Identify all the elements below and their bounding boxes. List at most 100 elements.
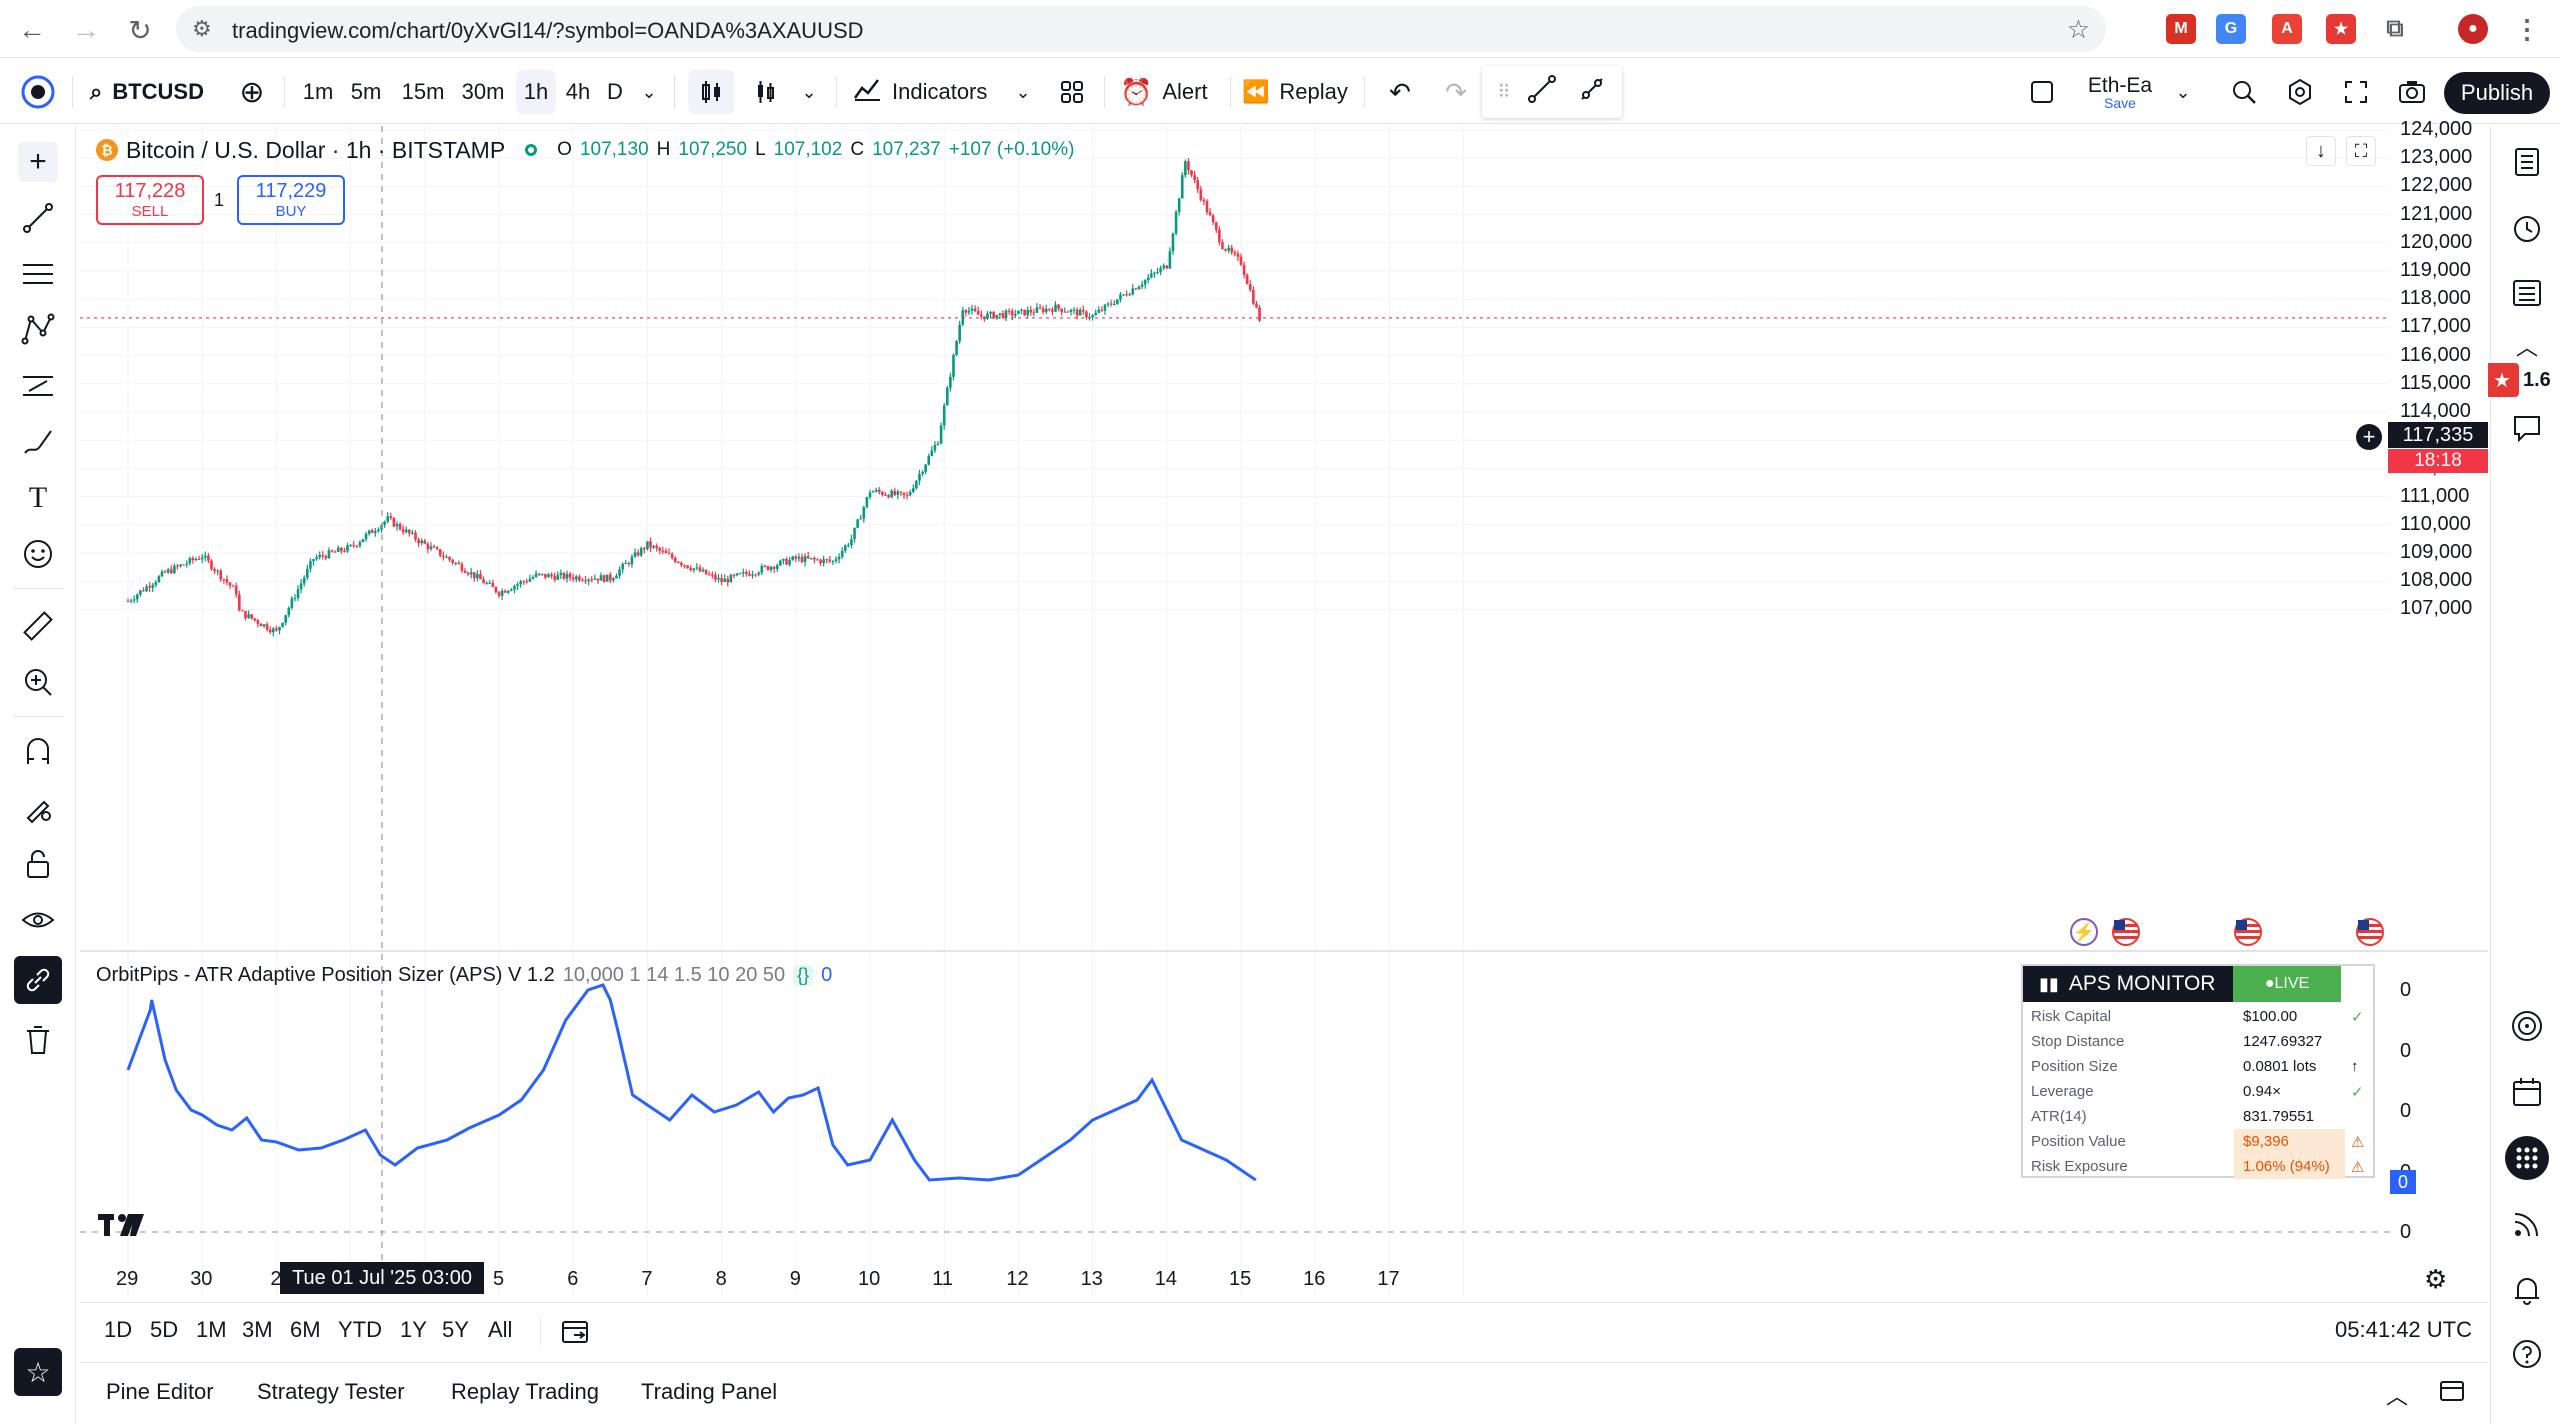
settings-gear-icon[interactable] <box>2282 70 2318 114</box>
timeframe-1h[interactable]: 1h <box>516 70 556 114</box>
chat-bubble-icon[interactable] <box>2507 408 2547 448</box>
timeframe-d[interactable]: D <box>607 79 623 104</box>
undo-icon[interactable]: ↶ <box>1389 76 1411 107</box>
acrobat-extension-icon[interactable]: A <box>2272 14 2302 44</box>
range-1m[interactable]: 1M <box>196 1317 227 1342</box>
range-6m[interactable]: 6M <box>290 1317 321 1342</box>
site-settings-icon[interactable]: ⚙ <box>192 16 212 41</box>
chart-type-chevron-down-icon[interactable]: ⌄ <box>801 81 817 102</box>
watchlist-icon[interactable] <box>2507 142 2547 182</box>
zoom-in-icon[interactable] <box>18 662 58 702</box>
compare-add-icon[interactable]: ⊕ <box>239 75 265 109</box>
target-icon[interactable] <box>2507 1006 2547 1046</box>
collapse-panel-chevron-icon[interactable]: ︿ <box>2386 1384 2409 1409</box>
chart-settings-gear-icon[interactable]: ⚙ <box>2424 1264 2448 1294</box>
ruler-measure-icon[interactable] <box>18 606 58 646</box>
timeframe-15m[interactable]: 15m <box>401 79 445 104</box>
us-flag-event-icon[interactable] <box>2234 918 2262 946</box>
layout-chevron-down-icon[interactable]: ⌄ <box>2175 81 2191 102</box>
range-1y[interactable]: 1Y <box>400 1317 427 1342</box>
layout-name[interactable]: Eth-Ea Save <box>2080 70 2160 114</box>
range-5y[interactable]: 5Y <box>442 1317 469 1342</box>
profile-avatar[interactable]: ● <box>2458 14 2488 44</box>
apps-grid-icon[interactable] <box>2505 1136 2549 1180</box>
templates-grid-icon[interactable] <box>1052 70 1092 114</box>
address-bar[interactable]: ⚙ tradingview.com/chart/0yXvGl14/?symbol… <box>176 6 2106 52</box>
timeframe-5m[interactable]: 5m <box>350 79 382 104</box>
indicators-button[interactable]: Indicators <box>852 70 1032 114</box>
lock-drawings-icon[interactable] <box>18 844 58 884</box>
replay-button[interactable]: ⏪ Replay <box>1242 70 1352 114</box>
crosshair-icon[interactable]: + <box>18 142 58 182</box>
range-3m[interactable]: 3M <box>242 1317 273 1342</box>
maximize-panel-icon[interactable] <box>2438 1379 2466 1409</box>
range-1d[interactable]: 1D <box>104 1317 133 1342</box>
bars-chart-type-icon[interactable] <box>746 70 786 114</box>
reload-icon[interactable]: ↻ <box>128 14 152 46</box>
hide-drawings-eye-icon[interactable] <box>18 900 58 940</box>
order-quantity[interactable]: 1 <box>214 190 225 210</box>
timeframe-chevron-down-icon[interactable]: ⌄ <box>641 81 657 102</box>
tab-trading-panel[interactable]: Trading Panel <box>641 1379 778 1404</box>
alert-button[interactable]: ⏰ Alert <box>1120 70 1220 114</box>
maximize-pane-icon[interactable]: ⛶ <box>2346 136 2376 166</box>
timeframe-30m[interactable]: 30m <box>461 79 505 104</box>
back-icon[interactable]: ← <box>18 14 46 45</box>
publish-button[interactable]: Publish <box>2444 72 2550 114</box>
tab-pine-editor[interactable]: Pine Editor <box>106 1379 214 1404</box>
trend-line-tool-icon[interactable] <box>18 198 58 238</box>
timeframe-4h[interactable]: 4h <box>565 79 591 104</box>
utc-clock[interactable]: 05:41:42 UTC <box>2335 1317 2472 1342</box>
star-extension-icon[interactable]: ★ <box>2326 14 2356 44</box>
browser-menu-icon[interactable]: ⋮ <box>2514 13 2540 44</box>
pattern-tool-icon[interactable] <box>18 310 58 350</box>
link-chain-icon[interactable] <box>14 956 62 1004</box>
text-tool-icon[interactable]: T <box>28 481 48 514</box>
symbol-search[interactable]: ⌕ BTCUSD <box>90 70 220 114</box>
stay-in-drawing-mode-icon[interactable] <box>18 788 58 828</box>
notifications-bell-icon[interactable] <box>2507 1270 2547 1310</box>
indicator-source-code-icon[interactable]: {} <box>793 965 814 986</box>
bookmark-star-icon[interactable]: ☆ <box>2066 14 2090 44</box>
us-flag-event-icon[interactable] <box>2356 918 2384 946</box>
add-alert-plus-icon[interactable]: + <box>2356 424 2382 450</box>
range-all[interactable]: All <box>488 1317 513 1342</box>
chart-canvas[interactable] <box>80 126 2488 1296</box>
brush-tool-icon[interactable] <box>18 422 58 462</box>
goto-date-calendar-icon[interactable] <box>560 1317 590 1351</box>
symbol-title[interactable]: Bitcoin / U.S. Dollar · 1h · BITSTAMP <box>126 136 506 163</box>
rating-badge[interactable]: ★ 1.6 <box>2485 360 2557 400</box>
redo-icon[interactable]: ↷ <box>1445 76 1467 107</box>
streams-broadcast-icon[interactable] <box>2507 1204 2547 1244</box>
tradingview-logo-icon[interactable] <box>18 70 58 114</box>
data-window-icon[interactable] <box>2507 272 2547 312</box>
quick-search-icon[interactable] <box>2226 70 2262 114</box>
fib-retracement-icon[interactable] <box>18 254 58 294</box>
indicator-legend[interactable]: OrbitPips - ATR Adaptive Position Sizer … <box>96 964 832 987</box>
earnings-lightning-icon[interactable]: ⚡ <box>2070 918 2098 946</box>
ray-line-icon[interactable] <box>1577 74 1607 110</box>
us-flag-event-icon[interactable] <box>2112 918 2140 946</box>
drag-handle-icon[interactable]: ⠿ <box>1497 81 1511 102</box>
hotlist-chevron-icon[interactable]: ︿ <box>2515 335 2538 360</box>
layout-square-icon[interactable] <box>2026 70 2058 114</box>
timeframe-1m[interactable]: 1m <box>302 79 334 104</box>
candles-chart-type-icon[interactable] <box>688 70 734 114</box>
trash-delete-icon[interactable] <box>18 1020 58 1060</box>
trend-line-icon[interactable] <box>1527 74 1557 110</box>
buy-button[interactable]: 117,229 BUY <box>237 175 345 225</box>
extensions-puzzle-icon[interactable]: ⧉ <box>2386 15 2404 42</box>
alerts-clock-icon[interactable] <box>2507 208 2547 248</box>
forward-icon[interactable]: → <box>72 14 100 45</box>
scroll-down-arrow-icon[interactable]: ↓ <box>2306 136 2336 166</box>
snapshot-camera-icon[interactable] <box>2394 70 2430 114</box>
emoji-smiley-icon[interactable] <box>18 534 58 574</box>
help-question-icon[interactable] <box>2507 1334 2547 1374</box>
forecasting-tool-icon[interactable] <box>18 366 58 406</box>
magnet-icon[interactable] <box>18 732 58 772</box>
fullscreen-icon[interactable] <box>2338 70 2374 114</box>
sell-button[interactable]: 117,228 SELL <box>96 175 204 225</box>
indicators-chevron-down-icon[interactable]: ⌄ <box>1015 81 1031 102</box>
range-ytd[interactable]: YTD <box>338 1317 382 1342</box>
tab-replay-trading[interactable]: Replay Trading <box>451 1379 599 1404</box>
